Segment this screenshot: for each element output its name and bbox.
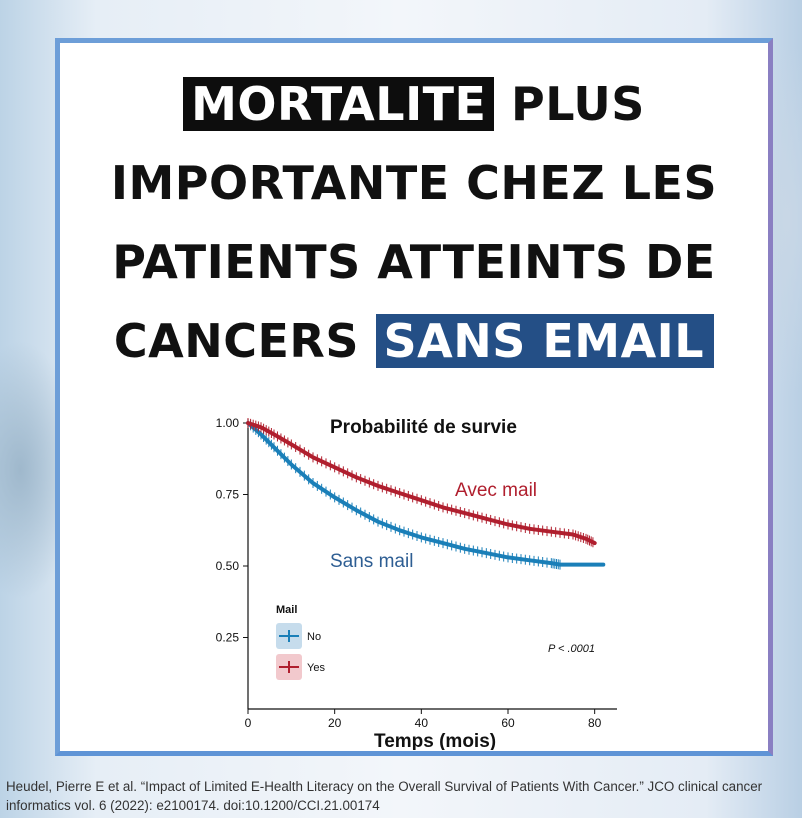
x-tick-label: 40 [415,716,429,730]
survival-chart: 0 20 40 60 80 0.25 0.50 0.75 1.00 Probabilité de… [216,416,617,750]
poster-card: MORTALITE PLUS IMPORTANTE CHEZ LES PATIE… [55,38,773,756]
headline-highlight-mortalite: MORTALITE [183,77,495,131]
annotation-yes: Avec mail [455,480,537,501]
x-tick-label: 20 [328,716,342,730]
citation: Heudel, Pierre E et al. “Impact of Limit… [6,779,763,813]
x-tick-label: 60 [501,716,515,730]
p-value: P < .0001 [548,643,595,655]
x-axis-label: Temps (mois) [374,731,496,750]
legend-label-yes: Yes [307,662,325,674]
y-tick-label: 0.75 [216,488,240,502]
legend: Mail No Yes [276,604,325,680]
chart-axes: 0 20 40 60 80 0.25 0.50 0.75 1.00 [216,416,617,730]
series-line-no [246,421,606,567]
legend-title: Mail [276,604,297,616]
y-tick-label: 1.00 [216,416,240,430]
chart-title: Probabilité de survie [330,417,517,438]
chart-series [246,418,606,570]
headline: MORTALITE PLUS IMPORTANTE CHEZ LES PATIE… [60,65,768,381]
y-tick-label: 0.50 [216,559,240,573]
legend-label-no: No [307,631,321,643]
series-line-yes [246,421,597,546]
x-tick-label: 0 [245,716,252,730]
annotation-no: Sans mail [330,551,413,572]
headline-highlight-sans-email: SANS EMAIL [375,314,715,368]
headline-text: PLUS IMPORTANTE CHEZ LES PATIENTS ATTEIN… [110,77,718,368]
y-tick-label: 0.25 [216,631,240,645]
x-tick-label: 80 [588,716,602,730]
series-line-yes-censor-marks [247,418,594,548]
